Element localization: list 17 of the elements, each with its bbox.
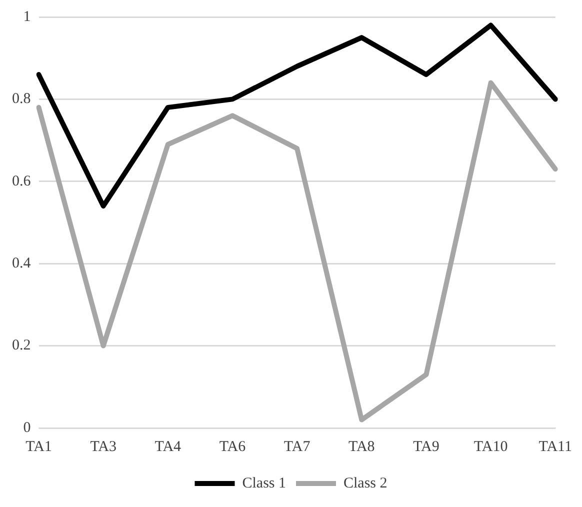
x-tick-label: TA10 [474, 438, 508, 455]
y-tick-label: 0.6 [12, 173, 32, 190]
x-tick-label: TA1 [26, 438, 52, 455]
x-tick-label: TA4 [154, 438, 182, 455]
legend-label: Class 2 [344, 475, 388, 492]
x-tick-label: TA8 [348, 438, 375, 455]
x-tick-label: TA3 [90, 438, 116, 455]
x-tick-label: TA6 [219, 438, 246, 455]
x-tick-label: TA11 [538, 438, 572, 455]
x-tick-label: TA9 [413, 438, 440, 455]
y-tick-label: 0.2 [12, 338, 31, 354]
legend-label: Class 1 [242, 475, 286, 492]
y-tick-label: 0.8 [12, 91, 31, 108]
y-tick-label: 0 [23, 420, 31, 436]
x-tick-label: TA7 [284, 438, 311, 455]
y-tick-label: 0.4 [12, 256, 32, 272]
y-tick-label: 1 [23, 8, 31, 25]
